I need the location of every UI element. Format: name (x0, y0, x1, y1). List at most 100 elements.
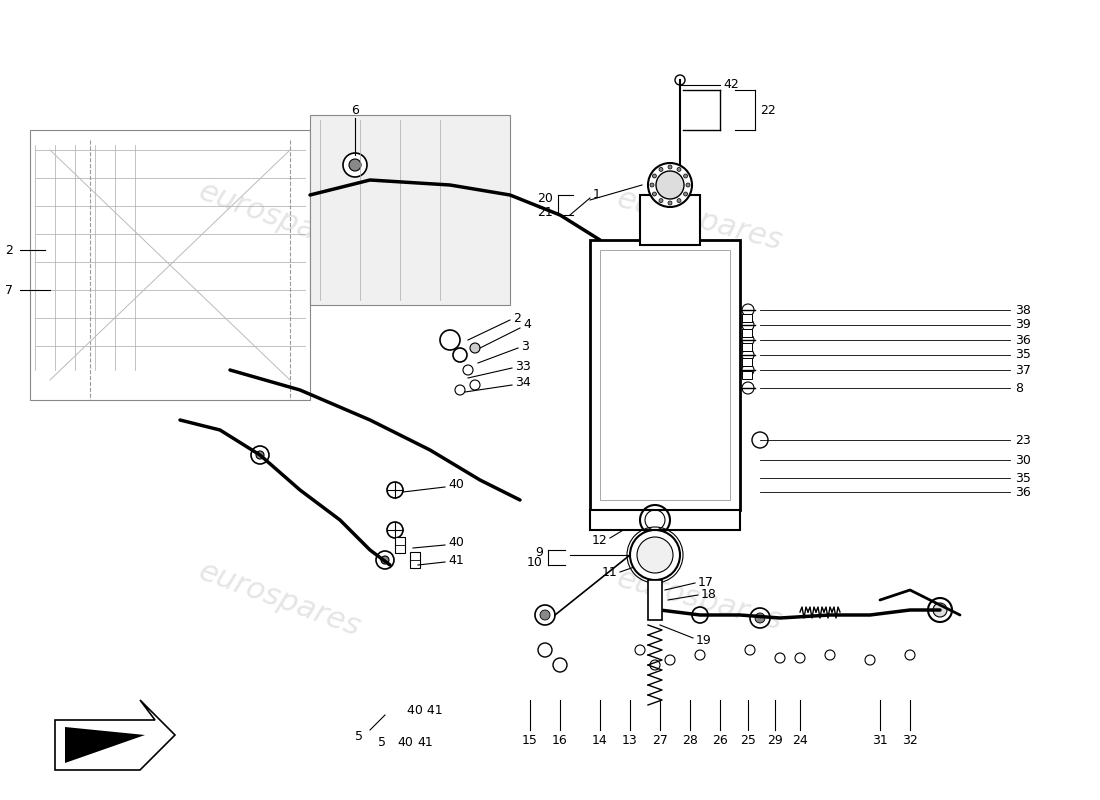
Bar (30, 130, 310, 400)
Circle shape (440, 330, 460, 350)
Text: 36: 36 (1015, 334, 1031, 346)
Text: 40: 40 (448, 537, 464, 550)
Text: 36: 36 (1015, 486, 1031, 498)
Circle shape (630, 530, 680, 580)
Text: 13: 13 (623, 734, 638, 746)
Bar (600, 250, 730, 500)
Text: 25: 25 (740, 734, 756, 746)
Circle shape (825, 650, 835, 660)
Circle shape (637, 537, 673, 573)
Bar (742, 329, 752, 337)
Text: 17: 17 (698, 575, 714, 589)
Circle shape (652, 192, 657, 196)
Bar (742, 358, 752, 366)
Circle shape (376, 551, 394, 569)
Circle shape (742, 364, 754, 376)
Text: eurospares: eurospares (195, 558, 365, 642)
Circle shape (635, 645, 645, 655)
Circle shape (742, 304, 754, 316)
Text: 39: 39 (1015, 318, 1031, 331)
Circle shape (538, 643, 552, 657)
Circle shape (755, 613, 764, 623)
Text: 10: 10 (527, 557, 543, 570)
Text: 27: 27 (652, 734, 668, 746)
Text: 5: 5 (378, 735, 386, 749)
Circle shape (553, 658, 566, 672)
Text: 26: 26 (712, 734, 728, 746)
Circle shape (387, 482, 403, 498)
Circle shape (683, 174, 688, 178)
Text: 15: 15 (522, 734, 538, 746)
Circle shape (905, 650, 915, 660)
Text: 8: 8 (1015, 382, 1023, 394)
Circle shape (251, 446, 270, 464)
Circle shape (656, 171, 684, 199)
Circle shape (686, 183, 690, 187)
Text: 41: 41 (417, 735, 433, 749)
Bar (742, 314, 752, 322)
Text: 3: 3 (521, 339, 529, 353)
Circle shape (742, 382, 754, 394)
Circle shape (648, 163, 692, 207)
Text: 21: 21 (537, 206, 553, 219)
Text: 6: 6 (351, 103, 359, 117)
Circle shape (776, 653, 785, 663)
Text: 24: 24 (792, 734, 807, 746)
Circle shape (676, 198, 681, 202)
Text: 33: 33 (515, 359, 530, 373)
Text: 11: 11 (602, 566, 617, 579)
Circle shape (652, 174, 657, 178)
Circle shape (455, 385, 465, 395)
Text: 16: 16 (552, 734, 568, 746)
Text: 18: 18 (701, 587, 717, 601)
Circle shape (535, 605, 556, 625)
Text: 22: 22 (760, 103, 775, 117)
Bar (395, 537, 405, 553)
Bar (648, 580, 662, 620)
Text: eurospares: eurospares (195, 178, 365, 262)
Text: 29: 29 (767, 734, 783, 746)
Text: 30: 30 (1015, 454, 1031, 466)
Text: 2: 2 (6, 243, 13, 257)
Text: 35: 35 (1015, 471, 1031, 485)
Text: 40: 40 (397, 735, 412, 749)
Bar (310, 115, 510, 305)
Circle shape (795, 653, 805, 663)
Circle shape (387, 522, 403, 538)
Text: 32: 32 (902, 734, 917, 746)
Circle shape (453, 348, 468, 362)
Bar (742, 343, 752, 351)
Text: 4: 4 (522, 318, 531, 331)
Circle shape (865, 655, 874, 665)
Polygon shape (65, 727, 145, 763)
Circle shape (928, 598, 952, 622)
Polygon shape (55, 700, 175, 770)
Text: 14: 14 (592, 734, 608, 746)
Circle shape (381, 556, 389, 564)
Circle shape (668, 201, 672, 205)
Text: 20: 20 (537, 191, 553, 205)
Text: 41: 41 (448, 554, 464, 566)
Circle shape (256, 451, 264, 459)
Circle shape (540, 610, 550, 620)
Text: 12: 12 (592, 534, 607, 546)
Circle shape (692, 607, 708, 623)
Bar (590, 510, 740, 530)
Circle shape (695, 650, 705, 660)
Circle shape (933, 603, 947, 617)
Circle shape (742, 349, 754, 361)
Bar (640, 195, 700, 245)
Circle shape (742, 319, 754, 331)
Text: 23: 23 (1015, 434, 1031, 446)
Circle shape (668, 165, 672, 169)
Circle shape (650, 183, 654, 187)
Text: 28: 28 (682, 734, 697, 746)
Text: 2: 2 (513, 311, 521, 325)
Circle shape (742, 334, 754, 346)
Circle shape (343, 153, 367, 177)
Circle shape (470, 380, 480, 390)
Text: 42: 42 (723, 78, 739, 91)
Circle shape (683, 192, 688, 196)
Text: 40 41: 40 41 (407, 703, 443, 717)
Circle shape (659, 198, 663, 202)
